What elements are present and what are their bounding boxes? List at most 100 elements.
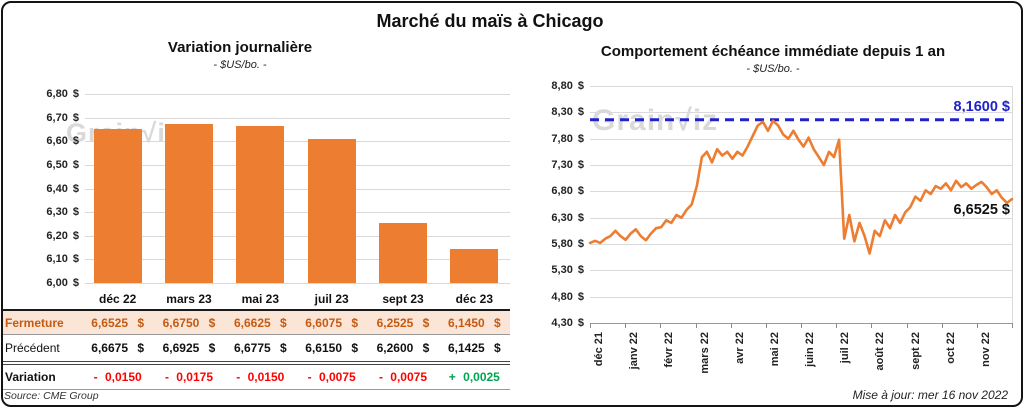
previous-value: 6,6775 $ — [233, 341, 287, 355]
variation-value: - 0,0150 — [236, 370, 285, 384]
x-tick-mark — [625, 323, 627, 328]
row-label: Fermeture — [5, 315, 64, 330]
variation-row: Variation - 0,0150 - 0,0175 - 0,0150 - 0,007… — [2, 365, 510, 390]
close-value: 6,6075 $ — [305, 315, 359, 330]
x-tick-label: oct 22 — [944, 332, 957, 364]
close-value: 6,6525 $ — [91, 315, 145, 330]
left-gridline — [85, 141, 510, 143]
x-tick-mark — [976, 323, 978, 328]
page-title: Marché du maïs à Chicago — [376, 11, 604, 31]
previous-value: 6,6150 $ — [305, 341, 359, 355]
right-y-tick-label: 4,80 $ — [551, 290, 584, 303]
right-gridline — [590, 191, 1012, 193]
quotes-table: déc 22 mars 23 mai 23 juil 23 sept 23 déc 23 … — [2, 289, 510, 390]
fermeture-row: Fermeture 6,6525 $ 6,6750 $ 6,6625 $ 6,6075 … — [2, 309, 510, 335]
variation-value: - 0,0175 — [164, 370, 214, 384]
x-tick-mark — [801, 323, 802, 328]
x-tick-label: mars 22 — [698, 332, 711, 374]
previous-value: 6,6925 $ — [162, 341, 216, 355]
variation-value: + 0,0025 — [448, 370, 500, 384]
table-header-cell: déc 22 — [98, 292, 137, 306]
right-y-tick-label: 5,30 $ — [551, 264, 584, 277]
right-y-tick-label: 5,80 $ — [551, 238, 584, 250]
right-y-tick-label: 4,30 $ — [551, 317, 584, 329]
right-y-tick-label: 6,80 $ — [551, 185, 584, 198]
precedent-row: Précédent 6,6675 $ 6,6925 $ 6,6775 $ 6,6150 … — [2, 335, 510, 365]
table-header-cell: juil 23 — [314, 292, 349, 306]
reference-price-label: 8,1600 $ — [953, 99, 1010, 115]
x-tick-mark — [836, 323, 838, 328]
variation-value: - 0,0150 — [93, 370, 142, 384]
left-gridline — [85, 188, 510, 190]
x-tick-label: juin 22 — [804, 332, 816, 367]
x-tick-mark — [765, 323, 767, 328]
table-header-cell: déc 23 — [455, 292, 493, 306]
left-y-tick-label: 6,50 $ — [46, 158, 79, 171]
x-tick-label: mai 22 — [768, 332, 781, 367]
close-value: 6,6750 $ — [162, 315, 216, 330]
variation-value: - 0,0075 — [378, 370, 428, 384]
x-tick-mark — [906, 323, 908, 328]
x-tick-mark — [1012, 323, 1013, 328]
x-tick-label: sept 22 — [909, 332, 922, 370]
line-chart-subtitle: - $US/bo. - — [746, 63, 800, 75]
bar-juil 23 — [307, 139, 356, 283]
update-date: Mise à jour: mer 16 nov 2022 — [852, 388, 1008, 402]
x-tick-label: déc 21 — [593, 332, 605, 367]
previous-value: 6,6675 $ — [91, 341, 145, 355]
last-price-label: 6,6525 $ — [953, 202, 1010, 218]
right-y-tick-label: 7,30 $ — [551, 159, 584, 171]
price-line-svg — [588, 118, 1014, 255]
variation-value: - 0,0075 — [307, 370, 356, 384]
left-gridline — [85, 164, 510, 166]
right-y-tick-label: 8,80 $ — [551, 80, 584, 92]
x-tick-label: avr 22 — [733, 332, 746, 364]
right-gridline — [590, 217, 1012, 219]
x-tick-label: janv 22 — [628, 332, 641, 370]
x-tick-label: juil 22 — [839, 332, 852, 364]
table-header-cell: mars 23 — [166, 292, 212, 306]
right-gridline — [590, 138, 1012, 140]
left-gridline — [85, 117, 510, 119]
right-gridline — [590, 86, 1012, 87]
x-tick-mark — [695, 323, 697, 328]
right-gridline — [590, 112, 1012, 114]
left-y-tick-label: 6,10 $ — [46, 253, 79, 266]
left-gridline — [85, 212, 510, 214]
x-tick-mark — [730, 323, 732, 328]
x-tick-mark — [871, 323, 873, 328]
left-y-tick-label: 6,30 $ — [46, 206, 79, 219]
x-tick-label: févr 22 — [663, 332, 676, 368]
table-header-cell: mai 23 — [241, 292, 279, 306]
close-value: 6,6625 $ — [233, 315, 287, 330]
table-header-cell: sept 23 — [382, 292, 424, 306]
row-label: Précédent — [5, 341, 60, 355]
right-y-tick-label: 7,80 $ — [551, 132, 584, 145]
bar-chart-subtitle: - $US/bo. - — [213, 59, 267, 71]
bar-mai 23 — [236, 126, 285, 283]
bar-mars 23 — [165, 123, 213, 283]
left-y-tick-label: 6,60 $ — [46, 135, 79, 148]
left-y-tick-label: 6,80 $ — [46, 88, 79, 100]
left-gridline — [85, 94, 510, 95]
left-y-tick-label: 6,00 $ — [46, 277, 79, 289]
bar-chart-title: Variation journalière — [167, 39, 313, 56]
right-gridline — [590, 296, 1012, 298]
x-tick-mark — [660, 323, 662, 328]
x-tick-mark — [941, 323, 943, 328]
line-chart-title: Comportement échéance immédiate depuis 1… — [600, 43, 946, 60]
x-tick-label: août 22 — [874, 332, 887, 371]
left-gridline — [85, 283, 510, 284]
bar-sept 23 — [379, 223, 427, 283]
bar-déc 22 — [93, 128, 142, 283]
previous-value: 6,1425 $ — [447, 341, 501, 355]
right-y-tick-label: 6,30 $ — [551, 211, 584, 224]
left-gridline — [85, 235, 510, 237]
left-y-tick-label: 6,70 $ — [46, 111, 79, 124]
left-gridline — [85, 259, 510, 261]
plot-right-border — [1012, 86, 1013, 323]
left-y-tick-label: 6,40 $ — [46, 182, 79, 195]
right-gridline — [590, 244, 1012, 245]
source-note: Source: CME Group — [4, 390, 99, 402]
